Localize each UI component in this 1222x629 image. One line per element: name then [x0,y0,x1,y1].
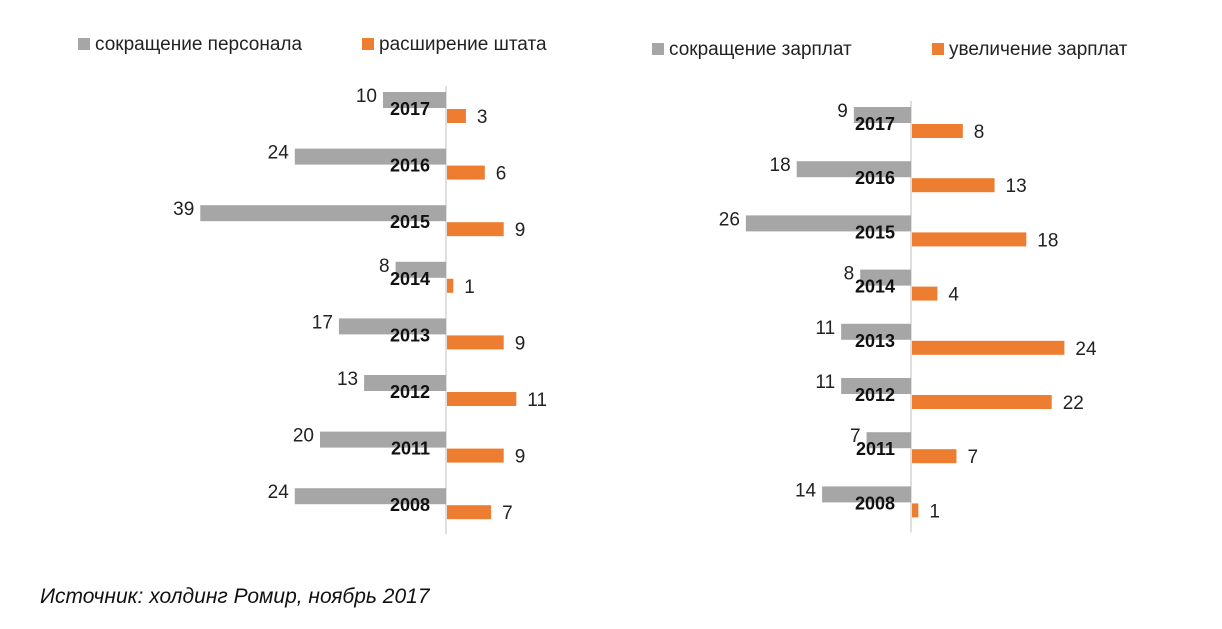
value-label-salary-increase-2015: 18 [1037,230,1058,251]
legend-swatch-staff-1 [362,38,374,50]
value-label-staff-decrease-2017: 10 [356,86,377,107]
bar-salary-decrease-2013 [841,323,911,340]
bar-staff-decrease-2014 [395,261,446,278]
chart-salaries-svg: сокращение зарплат увеличение зарплат9820… [652,39,1128,533]
category-label-salary-2016: 2016 [855,168,895,188]
category-label-staff-2014: 2014 [390,269,430,289]
bar-staff-increase-2013 [447,335,504,350]
bar-staff-increase-2015 [447,222,504,237]
bar-salary-decrease-2014 [860,269,911,286]
value-label-salary-increase-2011: 7 [967,447,978,468]
category-label-staff-2008: 2008 [390,495,430,515]
value-label-salary-decrease-2014: 8 [844,264,855,285]
bar-salary-decrease-2017 [853,107,911,123]
value-label-salary-decrease-2016: 18 [770,155,791,176]
category-label-staff-2015: 2015 [390,212,430,232]
bar-staff-decrease-2017 [383,92,446,108]
value-label-staff-decrease-2008: 24 [268,482,290,503]
chart-staff-svg: сокращение персонала расширение штата 10 3 2… [78,34,547,535]
value-label-staff-decrease-2014: 8 [379,256,390,277]
legend-label-staff-1: расширение штата [379,34,547,55]
value-label-salary-increase-2016: 13 [1006,176,1027,197]
value-label-salary-decrease-2011: 7 [850,426,861,447]
category-label-staff-2016: 2016 [390,156,430,176]
value-label-staff-increase-2015: 9 [515,220,526,241]
value-label-salary-increase-2013: 24 [1075,339,1097,360]
value-label-staff-increase-2012: 11 [527,390,547,411]
legend-label-salary-0: сокращение зарплат [669,39,852,60]
chart-salaries: сокращение зарплат увеличение зарплат 9 8 20… [630,0,1210,560]
category-label-salary-2012: 2012 [855,385,895,405]
legend-swatch-salary-1 [932,43,944,55]
chart-staff: сокращение персонала расширение штата 10 3 2… [40,0,620,560]
value-label-staff-decrease-2011: 20 [293,426,314,447]
bar-salary-decrease-2016 [796,161,911,178]
bar-salary-increase-2011 [912,449,957,464]
category-label-staff-2012: 2012 [390,382,430,402]
bar-staff-decrease-2012 [364,375,446,391]
value-label-staff-decrease-2015: 39 [173,199,194,220]
value-label-salary-increase-2012: 22 [1063,393,1084,414]
bar-salary-increase-2014 [912,286,938,301]
value-label-salary-increase-2014: 4 [948,285,959,306]
value-label-staff-decrease-2013: 17 [312,312,333,333]
category-label-salary-2015: 2015 [855,222,895,242]
bar-staff-decrease-2015 [200,205,446,222]
category-label-salary-2013: 2013 [855,331,895,351]
bar-salary-increase-2013 [912,340,1065,355]
value-label-salary-decrease-2013: 11 [815,318,835,339]
category-label-staff-2011: 2011 [391,439,430,459]
legend-swatch-salary-0 [652,43,664,55]
bar-salary-decrease-2011 [866,432,911,449]
bar-staff-increase-2008 [447,505,492,520]
value-label-staff-increase-2017: 3 [477,107,488,128]
category-label-salary-2017: 2017 [855,114,895,134]
legend-swatch-staff-0 [78,38,90,50]
value-label-salary-decrease-2017: 9 [837,101,848,122]
bar-salary-decrease-2008 [822,486,911,503]
bar-salary-increase-2017 [912,124,963,138]
bar-salary-decrease-2012 [841,378,911,394]
bar-staff-decrease-2008 [294,488,446,505]
bar-salary-increase-2012 [912,395,1052,409]
value-label-salary-decrease-2012: 11 [815,372,835,393]
bar-staff-increase-2011 [447,448,504,463]
category-label-salary-2008: 2008 [855,493,895,513]
source-note: Источник: холдинг Ромир, ноябрь 2017 [40,585,430,608]
bar-staff-increase-2012 [447,392,517,406]
value-label-staff-increase-2013: 9 [515,333,526,354]
category-label-staff-2013: 2013 [390,325,430,345]
value-label-staff-increase-2016: 6 [496,164,507,185]
bar-staff-increase-2016 [447,165,485,180]
bar-salary-decrease-2015 [745,215,911,232]
value-label-salary-increase-2017: 8 [974,122,985,143]
bar-salary-increase-2016 [912,178,995,193]
bar-staff-decrease-2013 [338,318,446,335]
value-label-salary-increase-2008: 1 [929,501,940,522]
legend-label-staff-0: сокращение персонала [95,34,303,55]
legend-label-salary-1: увеличение зарплат [949,39,1128,60]
bar-salary-increase-2015 [912,232,1027,247]
bar-staff-increase-2017 [447,109,466,123]
value-label-staff-increase-2008: 7 [502,503,513,524]
category-label-salary-2011: 2011 [856,439,895,459]
bar-salary-increase-2008 [912,503,919,518]
value-label-salary-decrease-2015: 26 [719,209,740,230]
category-label-staff-2017: 2017 [390,99,430,119]
value-label-salary-decrease-2008: 14 [795,480,817,501]
bar-staff-decrease-2016 [294,148,446,165]
bar-staff-increase-2014 [447,278,454,293]
value-label-staff-increase-2014: 1 [464,277,475,298]
category-label-salary-2014: 2014 [855,277,895,297]
value-label-staff-decrease-2012: 13 [337,369,358,390]
value-label-staff-decrease-2016: 24 [268,143,290,164]
value-label-staff-increase-2011: 9 [515,447,526,468]
bar-staff-decrease-2011 [320,431,446,448]
